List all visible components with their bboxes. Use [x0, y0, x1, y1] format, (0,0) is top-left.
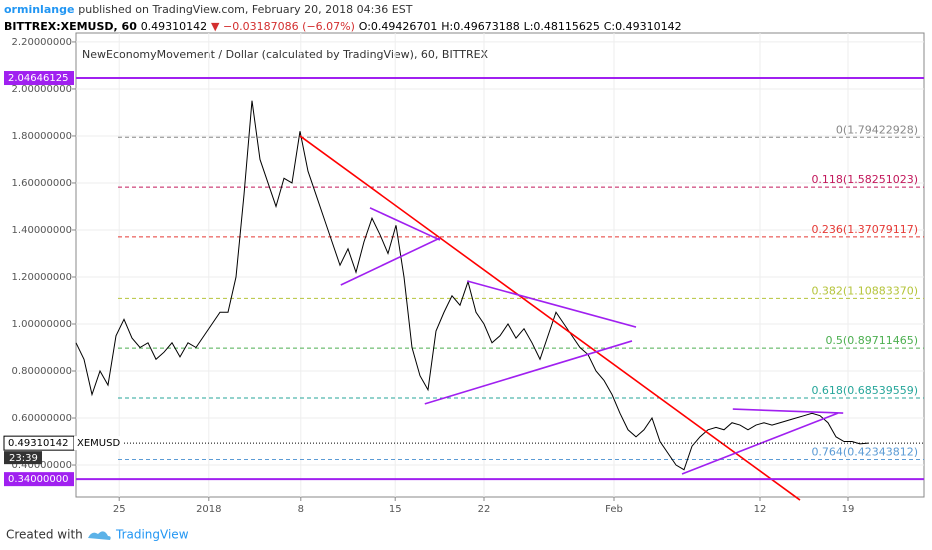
fib-label: 0.5(0.89711465) — [825, 334, 918, 347]
x-tick-label: 22 — [478, 504, 491, 515]
x-tick-label: 25 — [113, 504, 126, 515]
logo-icon — [88, 531, 111, 540]
level-box — [4, 71, 74, 86]
countdown: 23:39 — [9, 453, 38, 464]
symbol-line: BITTREX:XEMUSD, 60 0.49310142 ▼ −0.03187… — [4, 20, 682, 33]
x-tick-label: 8 — [298, 504, 304, 515]
x-tick-label: 19 — [842, 504, 855, 515]
y-tick-label: 1.80000000 — [12, 131, 72, 142]
high: H:0.49673188 — [441, 20, 519, 33]
created-with: Created with — [6, 528, 83, 542]
y-tick-label: 2.00000000 — [12, 84, 72, 95]
x-tick-label: 12 — [754, 504, 767, 515]
fib-label: 0(1.79422928) — [836, 123, 918, 136]
countdown-box — [4, 451, 42, 465]
header-line: orminlange published on TradingView.com,… — [4, 3, 413, 16]
trendline — [340, 237, 441, 286]
symbol: BITTREX:XEMUSD, 60 — [4, 20, 137, 33]
low: L:0.48115625 — [524, 20, 600, 33]
trendline — [732, 408, 844, 414]
level-label: 2.04646125 — [8, 73, 68, 84]
y-tick-label: 0.40000000 — [12, 460, 72, 471]
y-tick-label: 2.20000000 — [12, 37, 72, 48]
open: O:0.49426701 — [359, 20, 438, 33]
y-tick-label: 0.60000000 — [12, 413, 72, 424]
level-box — [4, 472, 74, 487]
level-label: 0.34000000 — [8, 474, 68, 485]
x-tick-label: Feb — [605, 504, 623, 515]
fib-label: 0.764(0.42343812) — [811, 446, 918, 459]
symbol-tag: XEMUSD — [77, 438, 120, 449]
fib-label: 0.118(1.58251023) — [811, 173, 918, 186]
trendline — [424, 340, 633, 405]
price: 0.49310142 — [141, 20, 207, 33]
brand[interactable]: TradingView — [115, 528, 189, 542]
close: C:0.49310142 — [604, 20, 682, 33]
chart-title: NewEconomyMovement / Dollar (calculated … — [82, 48, 489, 61]
trendline — [299, 135, 801, 501]
change: ▼ −0.03187086 (−6.07%) — [211, 20, 355, 33]
fib-label: 0.236(1.37079117) — [811, 223, 918, 236]
last-price-label: 0.49310142 — [8, 438, 68, 449]
y-tick-label: 1.40000000 — [12, 225, 72, 236]
trendline — [466, 280, 637, 328]
x-tick-label: 2018 — [196, 504, 221, 515]
trendline — [369, 207, 441, 241]
symbol-tag-box — [74, 436, 122, 451]
fib-label: 0.382(1.10883370) — [811, 284, 918, 297]
published: published on TradingView.com, February 2… — [78, 3, 412, 16]
plot-frame — [75, 32, 925, 498]
price-line — [75, 100, 869, 471]
author[interactable]: orminlange — [4, 3, 74, 16]
y-tick-label: 1.20000000 — [12, 272, 72, 283]
x-tick-label: 15 — [389, 504, 402, 515]
y-tick-label: 0.80000000 — [12, 366, 72, 377]
y-tick-label: 1.00000000 — [12, 319, 72, 330]
y-tick-label: 1.60000000 — [12, 178, 72, 189]
fib-label: 0.618(0.68539559) — [811, 384, 918, 397]
